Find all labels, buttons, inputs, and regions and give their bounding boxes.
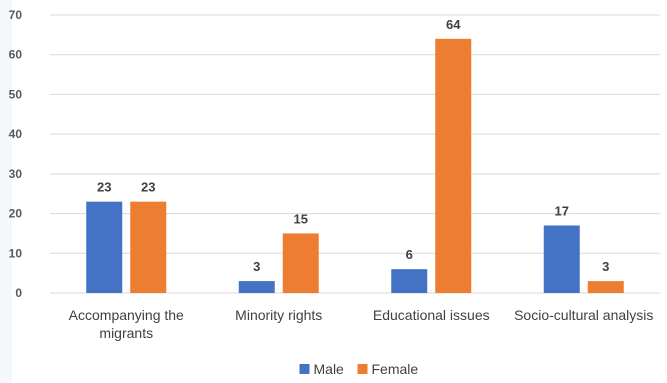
y-axis-tick-labels: 0 10 20 30 40 50 60 70: [9, 8, 23, 300]
legend-label-male: Male: [314, 361, 345, 377]
data-label-male-0: 23: [97, 180, 111, 195]
left-background-strip: [0, 0, 12, 383]
y-tick-label-70: 70: [9, 8, 23, 22]
y-tick-label-0: 0: [15, 286, 22, 300]
y-tick-label-60: 60: [9, 48, 23, 62]
bar-female-1: [282, 233, 319, 293]
legend-swatch-male: [299, 364, 310, 374]
bar-male-1: [238, 281, 275, 293]
bars: [86, 38, 624, 294]
y-tick-label-20: 20: [9, 207, 23, 221]
category-label-2: Educational issues: [373, 307, 490, 323]
bar-female-2: [435, 38, 472, 294]
y-tick-label-50: 50: [9, 87, 23, 101]
data-label-male-1: 3: [253, 259, 260, 274]
gridlines: [50, 14, 660, 294]
x-axis-category-labels: Accompanying the migrants Minority rights E…: [69, 307, 654, 341]
bar-male-3: [543, 225, 580, 293]
data-labels: 23 23 3 15 6 64 17 3: [97, 17, 609, 274]
legend: Male Female: [299, 361, 419, 377]
category-label-1: Minority rights: [235, 307, 322, 323]
bar-male-2: [391, 269, 428, 293]
category-label-0: Accompanying the migrants: [69, 307, 184, 341]
data-label-male-2: 6: [406, 247, 413, 262]
y-tick-label-10: 10: [9, 246, 23, 260]
data-label-female-1: 15: [294, 211, 308, 226]
bar-male-0: [86, 201, 123, 293]
legend-swatch-female: [357, 364, 368, 374]
y-tick-label-40: 40: [9, 127, 23, 141]
data-label-female-2: 64: [446, 17, 461, 32]
bar-female-0: [130, 201, 167, 293]
bar-female-3: [587, 281, 624, 293]
data-label-male-3: 17: [555, 203, 569, 218]
category-label-3: Socio-cultural analysis: [514, 307, 653, 323]
data-label-female-3: 3: [602, 259, 609, 274]
legend-label-female: Female: [372, 361, 419, 377]
y-tick-label-30: 30: [9, 167, 23, 181]
data-label-female-0: 23: [141, 180, 155, 195]
